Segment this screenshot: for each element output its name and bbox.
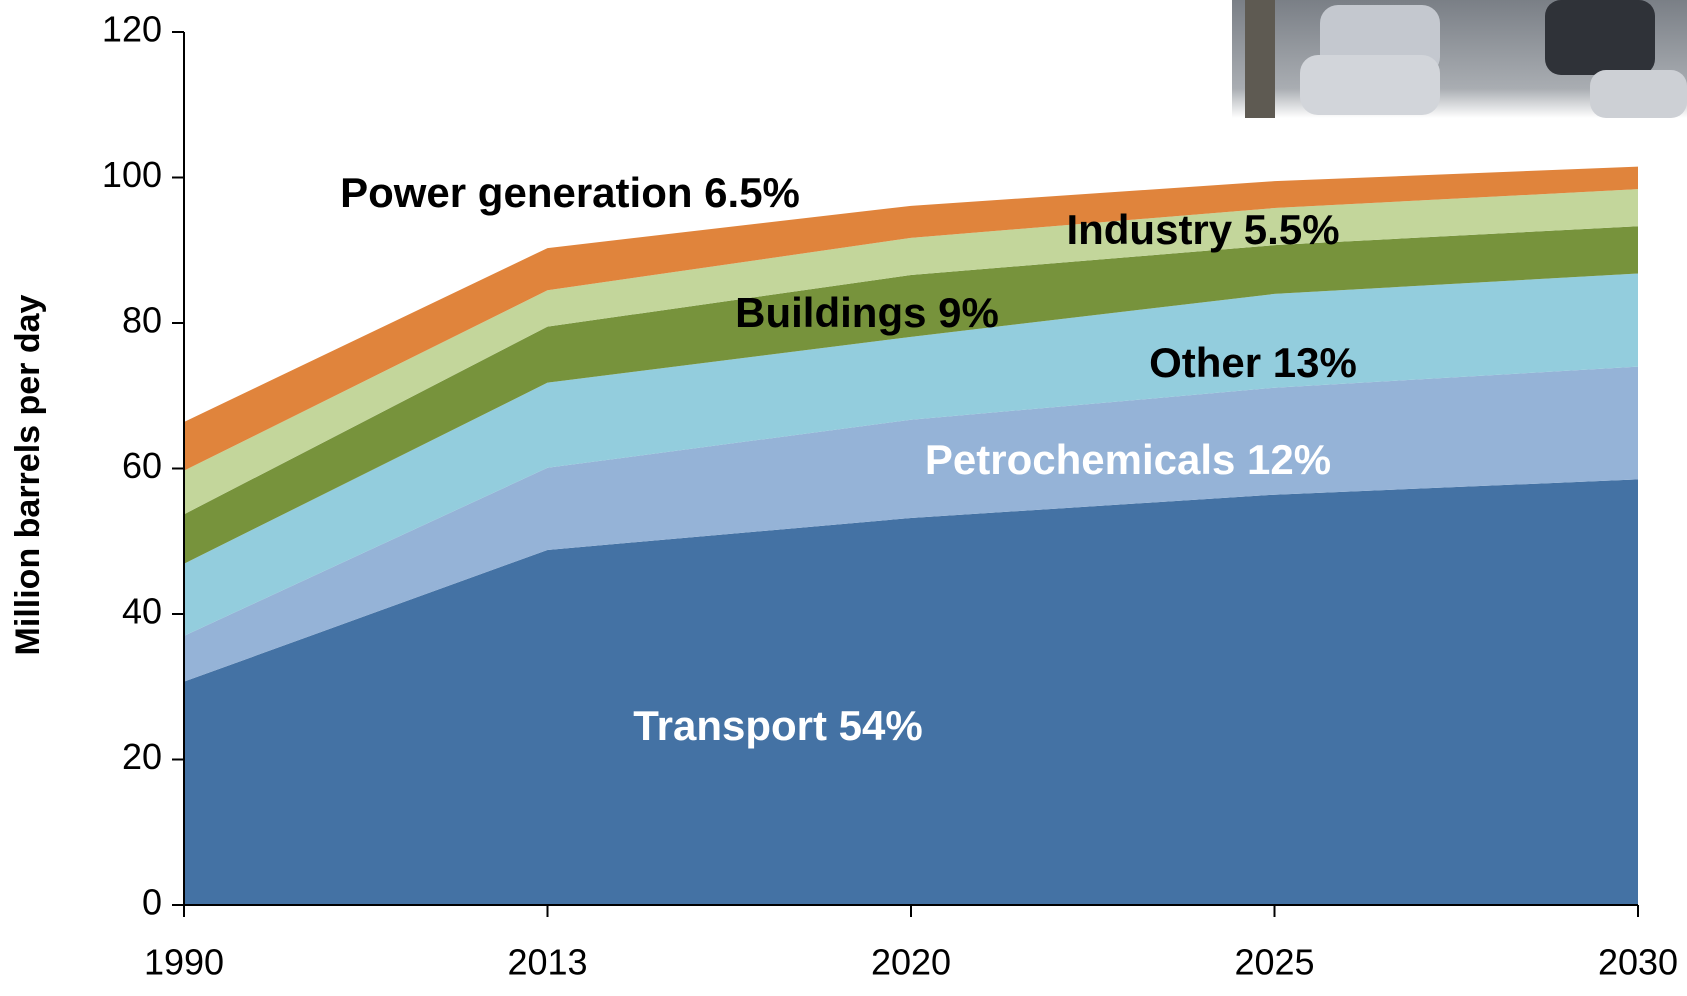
y-tick-label: 120 — [102, 9, 162, 50]
area-label: Petrochemicals 12% — [925, 436, 1331, 483]
y-tick-label: 0 — [142, 882, 162, 923]
area-label: Buildings 9% — [735, 289, 999, 336]
x-tick-label: 2025 — [1234, 942, 1314, 983]
area-label: Other 13% — [1149, 339, 1357, 386]
x-tick-label: 2020 — [871, 942, 951, 983]
area — [184, 189, 1638, 515]
y-tick-label: 60 — [122, 445, 162, 486]
x-tick-label: 2013 — [507, 942, 587, 983]
area-label: Power generation 6.5% — [340, 169, 800, 216]
photo — [1232, 0, 1687, 118]
y-tick-label: 40 — [122, 591, 162, 632]
y-tick-label: 20 — [122, 736, 162, 777]
x-tick-label: 1990 — [144, 942, 224, 983]
area — [184, 366, 1638, 682]
area — [184, 226, 1638, 564]
area-label: Transport 54% — [633, 702, 922, 749]
area-label: Industry 5.5% — [1066, 206, 1339, 253]
y-tick-label: 80 — [122, 300, 162, 341]
area — [184, 273, 1638, 636]
y-axis-label: Million barrels per day — [9, 294, 47, 655]
x-tick-label: 2030 — [1598, 942, 1678, 983]
area — [184, 166, 1638, 471]
area — [184, 479, 1638, 905]
y-tick-label: 100 — [102, 154, 162, 195]
